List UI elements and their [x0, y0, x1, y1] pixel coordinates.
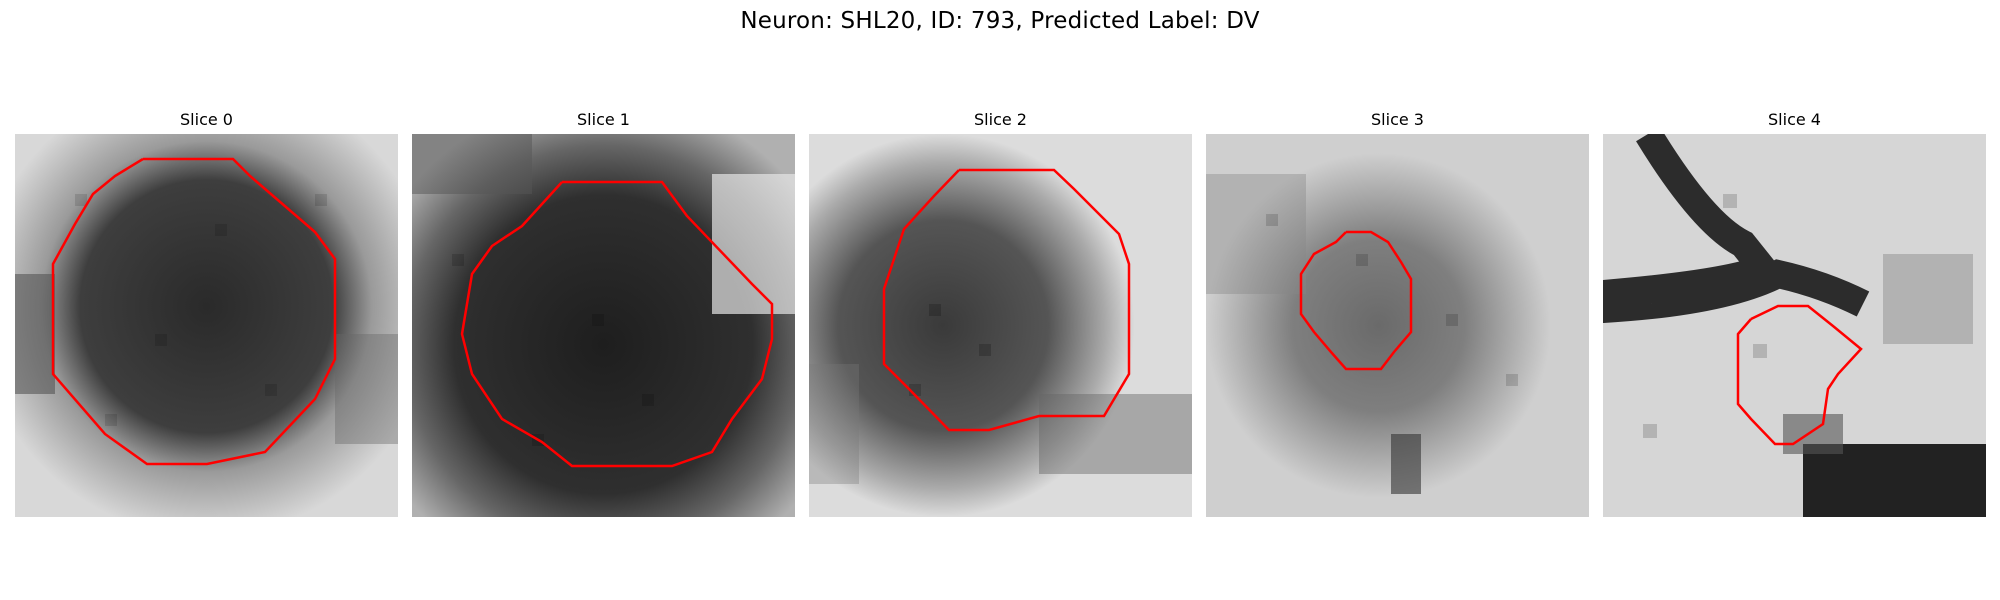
soma-contour [1299, 230, 1413, 371]
soma-contour [882, 168, 1131, 432]
slice-panel-4: Slice 4 [1603, 108, 1986, 517]
slice-image-4 [1603, 134, 1986, 517]
texture [1643, 194, 1767, 438]
slice-panel-3: Slice 3 [1206, 108, 1589, 517]
slice-image-0 [15, 134, 398, 517]
slice-title: Slice 3 [1371, 110, 1424, 129]
slice-image-3 [1206, 134, 1589, 517]
slice-title: Slice 4 [1768, 110, 1821, 129]
slice-image-2 [809, 134, 1192, 517]
figure-title: Neuron: SHL20, ID: 793, Predicted Label:… [740, 8, 1260, 34]
slice-title: Slice 0 [180, 110, 233, 129]
slice-image-1 [412, 134, 795, 517]
slice-title: Slice 1 [577, 110, 630, 129]
texture [1266, 214, 1518, 386]
slice-panel-2: Slice 2 [809, 108, 1192, 517]
texture [452, 254, 654, 446]
soma-contour [1736, 304, 1863, 446]
soma-contour [460, 180, 774, 468]
soma-contour [51, 157, 337, 466]
slice-title: Slice 2 [974, 110, 1027, 129]
slice-panel-1: Slice 1 [412, 108, 795, 517]
slice-panel-0: Slice 0 [15, 108, 398, 517]
texture [75, 194, 327, 426]
